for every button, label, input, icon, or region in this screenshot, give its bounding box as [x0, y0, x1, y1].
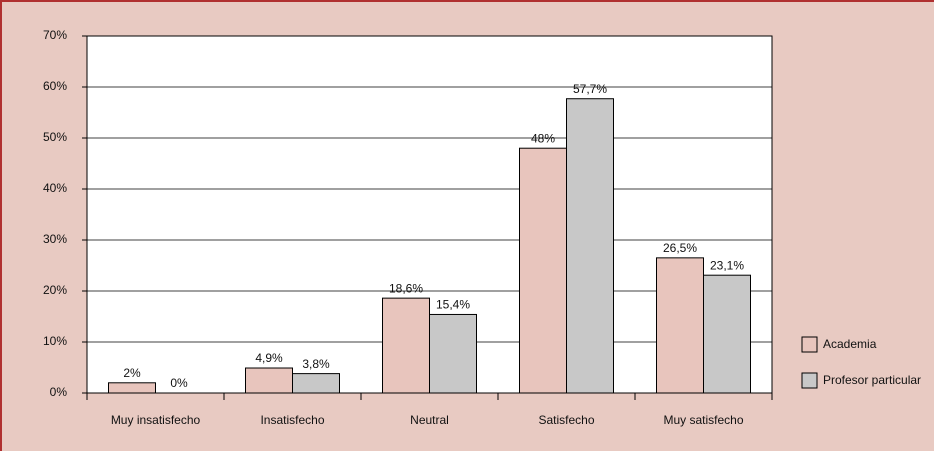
x-tick-label: Muy satisfecho	[663, 413, 744, 427]
y-tick-label: 30%	[43, 232, 67, 246]
bar	[245, 367, 293, 394]
bar	[108, 382, 156, 394]
y-tick-label: 20%	[43, 283, 67, 297]
value-label: 18,6%	[389, 281, 423, 295]
legend-swatch	[801, 372, 818, 389]
bar	[519, 147, 567, 394]
x-tick-label: Neutral	[410, 413, 449, 427]
value-label: 0%	[170, 376, 188, 390]
bar	[429, 313, 477, 394]
bar	[292, 373, 340, 394]
bar	[656, 257, 704, 394]
legend-swatch	[801, 336, 818, 353]
bar	[566, 98, 614, 394]
legend-label: Profesor particular	[823, 373, 921, 387]
y-tick-label: 10%	[43, 334, 67, 348]
value-label: 48%	[531, 131, 555, 145]
value-label: 15,4%	[436, 298, 470, 312]
value-label: 23,1%	[710, 258, 744, 272]
y-tick-label: 50%	[43, 130, 67, 144]
x-tick-label: Insatisfecho	[260, 413, 325, 427]
bar	[703, 274, 751, 394]
y-tick-label: 40%	[43, 181, 67, 195]
value-label: 2%	[123, 366, 141, 380]
y-tick-label: 0%	[50, 385, 68, 399]
x-tick-label: Satisfecho	[538, 413, 595, 427]
value-label: 4,9%	[255, 351, 283, 365]
legend-label: Academia	[823, 337, 877, 351]
x-tick-label: Muy insatisfecho	[110, 413, 201, 427]
value-label: 26,5%	[663, 241, 697, 255]
value-label: 57,7%	[573, 82, 607, 96]
y-tick-label: 70%	[43, 28, 67, 42]
y-tick-label: 60%	[43, 79, 67, 93]
bar	[382, 297, 430, 394]
value-label: 3,8%	[302, 357, 330, 371]
